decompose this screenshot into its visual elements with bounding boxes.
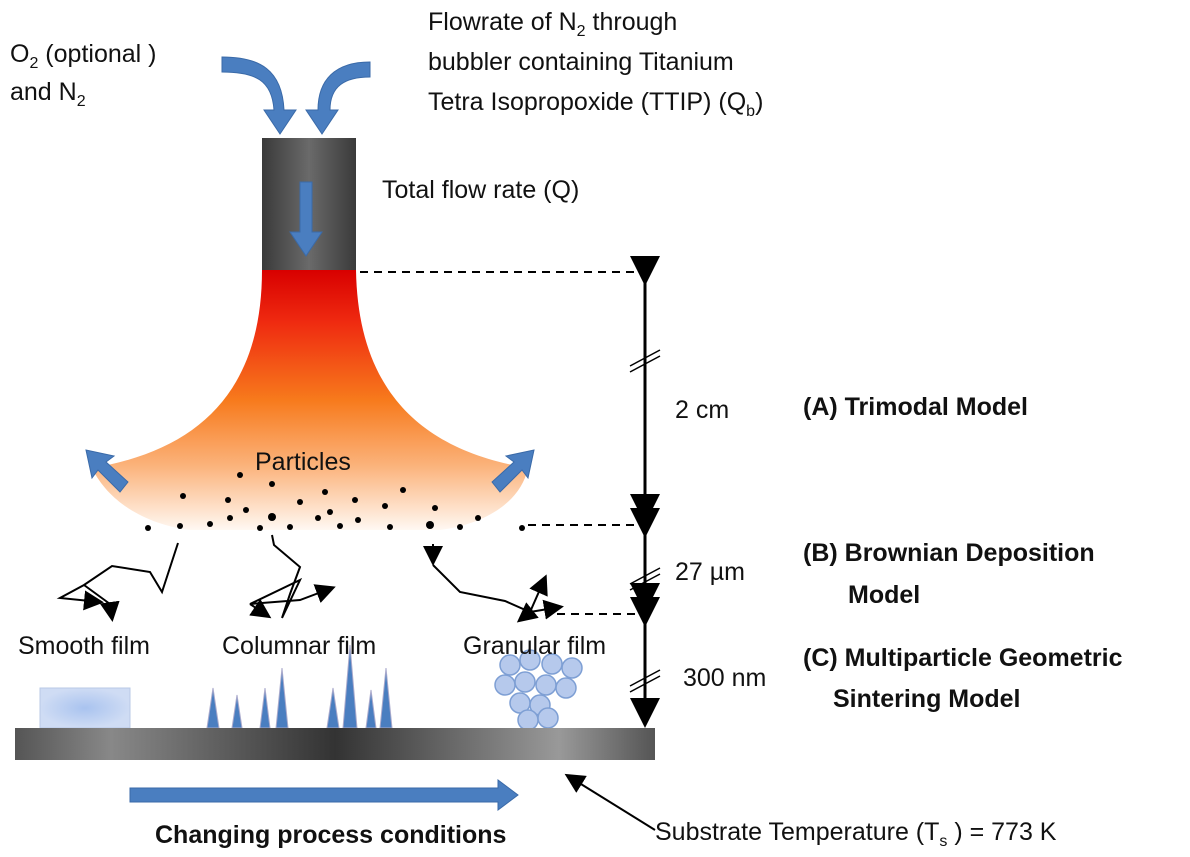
flow-arrows xyxy=(85,56,535,811)
particles-label: Particles xyxy=(255,448,351,476)
precursor-label: bubbler containing Titanium xyxy=(428,48,734,76)
level-lines xyxy=(360,271,640,615)
total-flow-label: Total flow rate (Q) xyxy=(382,176,579,204)
substrate-label: Substrate Temperature (Ts ) = 773 K xyxy=(655,818,1057,850)
distance-label: 2 cm xyxy=(675,396,729,424)
film-label: Granular film xyxy=(463,632,606,660)
brownian-paths xyxy=(56,534,564,623)
model-label: (A) Trimodal Model xyxy=(803,393,1028,421)
particles xyxy=(145,472,525,531)
film-label: Columnar film xyxy=(222,632,376,660)
granular-film xyxy=(494,649,583,731)
distance-label: 300 nm xyxy=(683,664,766,692)
flame xyxy=(92,270,528,530)
precursor-label: Flowrate of N2 through xyxy=(428,8,677,40)
precursor-label: Tetra Isopropoxide (TTIP) (Qb) xyxy=(428,88,763,120)
model-label: Model xyxy=(848,581,920,609)
break-marks xyxy=(629,349,661,693)
substrate-pointer xyxy=(564,773,656,831)
model-label: (C) Multiparticle Geometric xyxy=(803,644,1123,672)
process-label: Changing process conditions xyxy=(155,821,506,849)
oxygen-label: O2 (optional ) xyxy=(10,40,156,72)
model-label: (B) Brownian Deposition xyxy=(803,539,1095,567)
film-label: Smooth film xyxy=(18,632,150,660)
model-label: Sintering Model xyxy=(833,685,1021,713)
smooth-film xyxy=(39,687,131,729)
distance-label: 27 µm xyxy=(675,558,745,586)
substrate xyxy=(15,728,655,760)
oxygen-label: and N2 xyxy=(10,78,86,110)
